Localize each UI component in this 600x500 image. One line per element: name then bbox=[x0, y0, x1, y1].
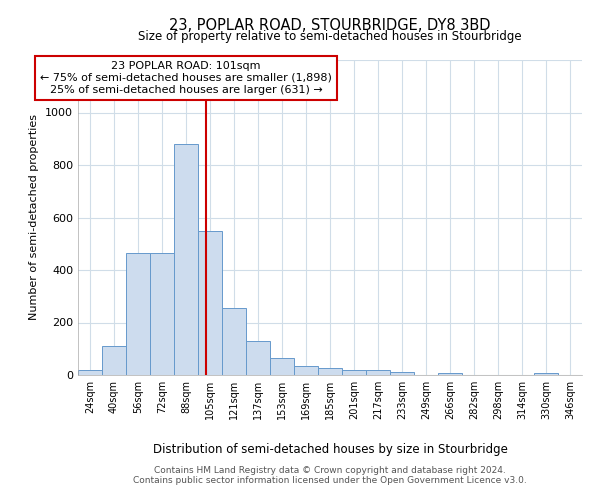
Bar bbox=[390, 372, 414, 375]
Bar bbox=[174, 144, 198, 375]
Bar bbox=[78, 370, 102, 375]
Bar bbox=[270, 358, 294, 375]
Bar bbox=[342, 370, 366, 375]
Text: Distribution of semi-detached houses by size in Stourbridge: Distribution of semi-detached houses by … bbox=[152, 442, 508, 456]
Bar bbox=[366, 370, 390, 375]
Text: 23 POPLAR ROAD: 101sqm
← 75% of semi-detached houses are smaller (1,898)
25% of : 23 POPLAR ROAD: 101sqm ← 75% of semi-det… bbox=[40, 62, 332, 94]
Text: Size of property relative to semi-detached houses in Stourbridge: Size of property relative to semi-detach… bbox=[138, 30, 522, 43]
Bar bbox=[534, 373, 558, 375]
Bar bbox=[150, 253, 174, 375]
Bar bbox=[102, 346, 126, 375]
Bar bbox=[126, 253, 150, 375]
Bar bbox=[318, 368, 342, 375]
Bar bbox=[198, 230, 222, 375]
Bar bbox=[438, 373, 462, 375]
Bar bbox=[246, 341, 270, 375]
Bar bbox=[294, 366, 318, 375]
Y-axis label: Number of semi-detached properties: Number of semi-detached properties bbox=[29, 114, 40, 320]
Text: 23, POPLAR ROAD, STOURBRIDGE, DY8 3BD: 23, POPLAR ROAD, STOURBRIDGE, DY8 3BD bbox=[169, 18, 491, 32]
Text: Contains HM Land Registry data © Crown copyright and database right 2024.
Contai: Contains HM Land Registry data © Crown c… bbox=[133, 466, 527, 485]
Bar bbox=[222, 308, 246, 375]
